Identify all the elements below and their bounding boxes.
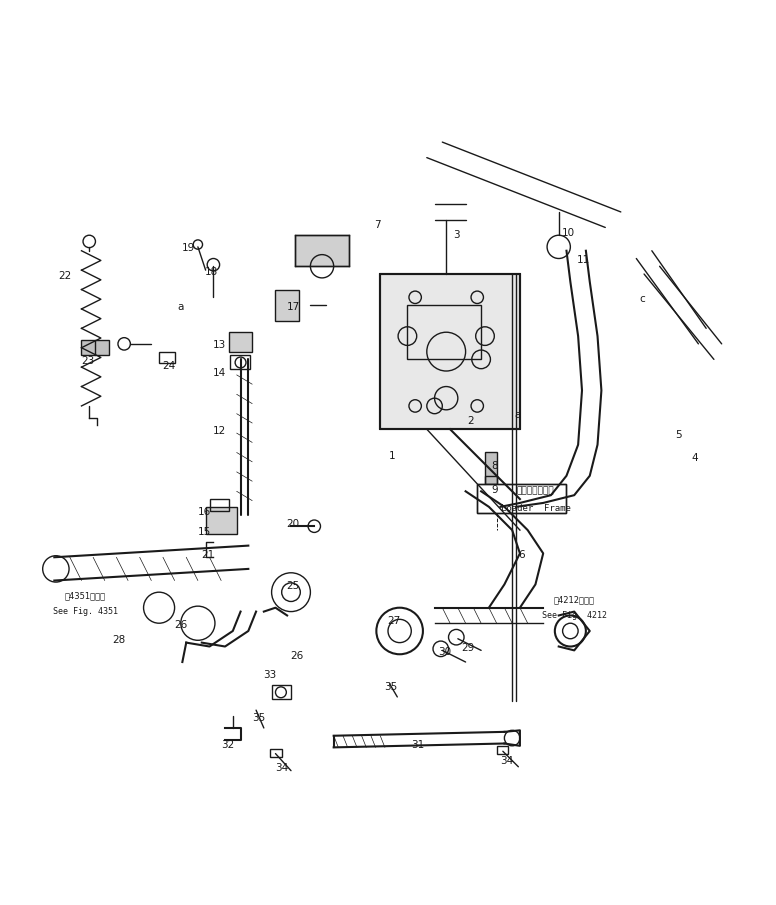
Text: 16: 16 — [197, 507, 211, 518]
Bar — [497, 746, 508, 754]
Text: 3: 3 — [453, 230, 459, 240]
Text: 19: 19 — [182, 243, 196, 253]
Text: 1: 1 — [389, 452, 395, 462]
Text: 笥4212図参照: 笥4212図参照 — [554, 595, 594, 605]
Bar — [407, 305, 481, 359]
Text: 28: 28 — [112, 635, 126, 645]
Text: See Fig. 4212: See Fig. 4212 — [542, 611, 607, 620]
Text: a: a — [178, 301, 184, 311]
Text: ローダフレーム: ローダフレーム — [517, 487, 554, 496]
Text: 26: 26 — [289, 651, 303, 661]
Bar — [229, 332, 252, 352]
Text: 11: 11 — [577, 255, 591, 265]
Text: 34: 34 — [275, 763, 289, 774]
Text: 30: 30 — [438, 647, 451, 657]
Bar — [295, 235, 349, 266]
Text: 21: 21 — [201, 550, 215, 560]
Bar — [380, 274, 520, 429]
Text: 23: 23 — [81, 356, 95, 366]
Bar — [477, 483, 566, 513]
Text: 31: 31 — [411, 740, 424, 750]
Text: a: a — [514, 410, 521, 420]
Text: 24: 24 — [162, 360, 176, 370]
Bar — [485, 476, 497, 488]
Text: 4: 4 — [691, 452, 698, 463]
Text: 27: 27 — [386, 616, 400, 626]
Text: 34: 34 — [500, 756, 514, 766]
Text: 26: 26 — [174, 620, 188, 630]
Text: 13: 13 — [213, 340, 227, 350]
Bar — [206, 507, 237, 534]
Text: 29: 29 — [461, 643, 475, 653]
Text: 22: 22 — [57, 271, 71, 281]
Text: 2: 2 — [468, 416, 474, 426]
Text: 6: 6 — [518, 550, 525, 560]
Text: Loader  Frame: Loader Frame — [501, 504, 570, 513]
Text: 5: 5 — [676, 430, 682, 440]
Bar — [210, 499, 229, 510]
Bar — [81, 340, 109, 356]
Text: 10: 10 — [562, 228, 574, 238]
Text: 25: 25 — [286, 581, 300, 591]
Text: 9: 9 — [491, 485, 497, 495]
Text: 20: 20 — [286, 519, 299, 529]
Text: 12: 12 — [213, 425, 227, 436]
Text: 15: 15 — [197, 527, 211, 537]
Bar — [230, 356, 250, 369]
Bar — [275, 290, 299, 320]
Bar — [159, 352, 175, 363]
Text: See Fig. 4351: See Fig. 4351 — [53, 607, 118, 616]
Text: 8: 8 — [491, 461, 497, 471]
Text: 笥4351図参照: 笥4351図参照 — [65, 592, 106, 601]
Text: 7: 7 — [375, 220, 381, 230]
Text: c: c — [639, 294, 646, 304]
Bar — [270, 749, 282, 757]
Text: 32: 32 — [220, 740, 234, 750]
Text: 14: 14 — [213, 368, 227, 378]
Text: 35: 35 — [383, 681, 397, 691]
Bar — [477, 483, 566, 513]
Bar — [485, 452, 497, 483]
Bar — [272, 685, 291, 700]
Text: 18: 18 — [205, 267, 219, 277]
Text: 35: 35 — [251, 713, 265, 723]
Text: 17: 17 — [286, 301, 300, 311]
Text: 33: 33 — [263, 671, 277, 681]
